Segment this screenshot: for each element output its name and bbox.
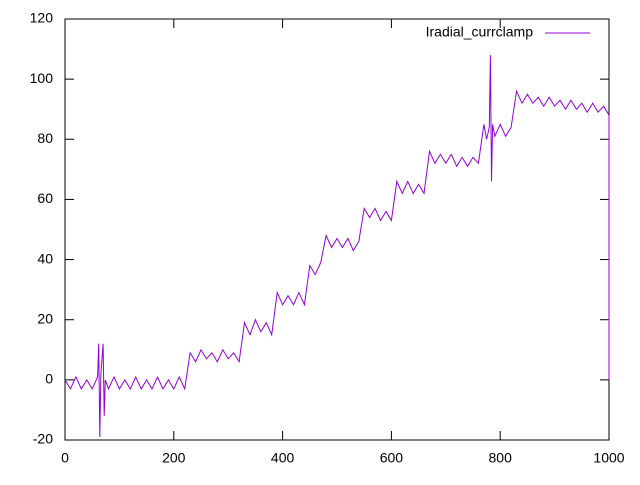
y-tick-label: 0	[45, 371, 53, 387]
x-tick-label: 600	[380, 450, 404, 466]
y-tick-label: 100	[30, 70, 54, 86]
y-tick-label: 60	[37, 190, 53, 206]
y-tick-label: 40	[37, 250, 53, 266]
y-tick-label: 20	[37, 310, 53, 326]
y-tick-label: 80	[37, 130, 53, 146]
y-tick-label: -20	[33, 431, 53, 447]
y-tick-label: 120	[30, 10, 54, 26]
x-tick-label: 200	[162, 450, 186, 466]
x-tick-label: 0	[61, 450, 69, 466]
legend-label: Iradial_currclamp	[426, 24, 534, 40]
x-tick-label: 800	[489, 450, 513, 466]
x-tick-label: 400	[271, 450, 295, 466]
line-series	[64, 55, 610, 438]
x-tick-label: 1000	[593, 450, 624, 466]
